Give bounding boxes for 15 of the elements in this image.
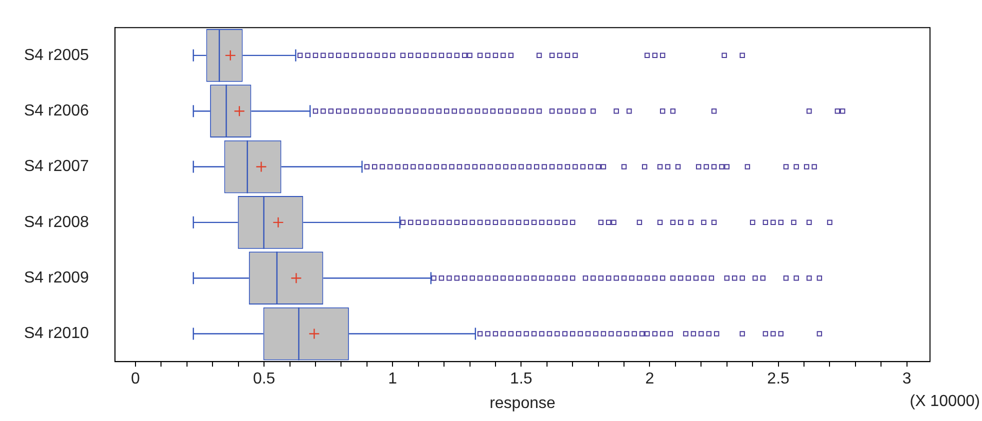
x-tick-label: 1.5 bbox=[510, 370, 532, 388]
x-axis-title: response bbox=[490, 394, 556, 412]
text: (X 10000) bbox=[910, 393, 980, 410]
y-tick-label: S4 r2006 bbox=[24, 102, 90, 120]
x-tick-label: 2 bbox=[645, 370, 654, 388]
x-tick-label: 3 bbox=[902, 370, 912, 388]
x-tick-label: 1 bbox=[388, 370, 398, 388]
y-tick-label: S4 r2007 bbox=[24, 158, 90, 176]
x-tick-label: 0 bbox=[131, 370, 140, 388]
x-tick-label: 0.5 bbox=[252, 370, 276, 388]
x-tick-label: 2.5 bbox=[767, 370, 790, 388]
y-tick-label: S4 r2008 bbox=[24, 214, 90, 231]
y-tick-label: S4 r2010 bbox=[24, 325, 90, 342]
y-tick-label: S4 r2005 bbox=[24, 46, 90, 64]
y-tick-label: S4 r2009 bbox=[24, 270, 90, 287]
